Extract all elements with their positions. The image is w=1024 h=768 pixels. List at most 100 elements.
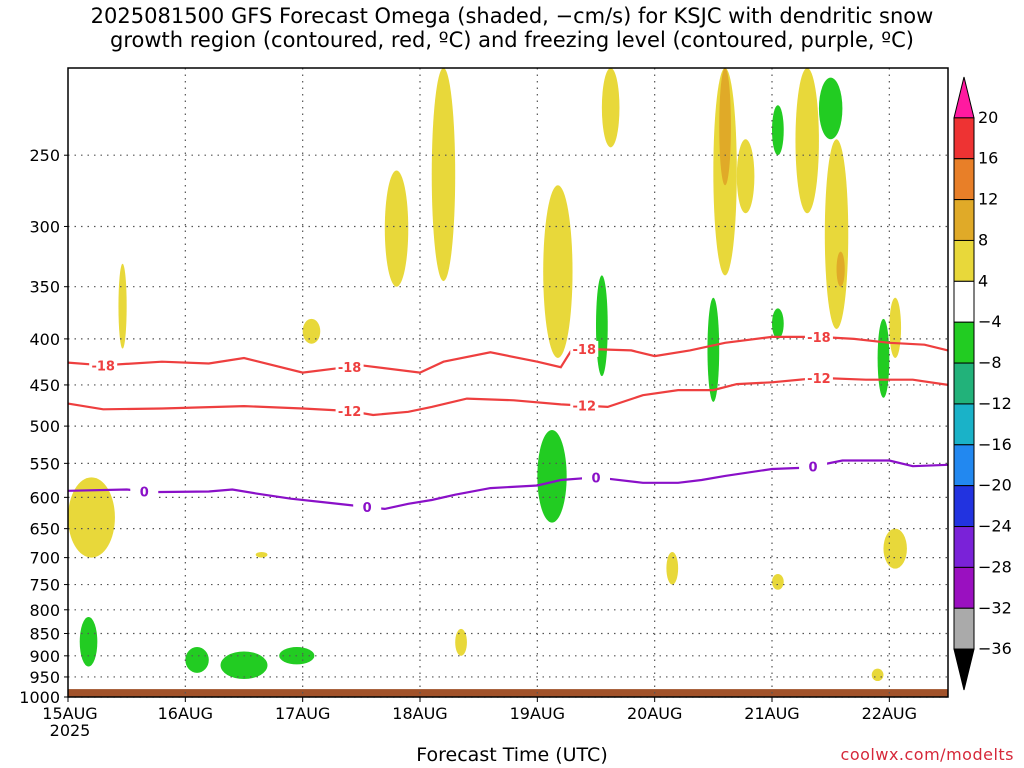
omega-patch-6: [255, 551, 268, 558]
y-tick-label-400: 400: [29, 330, 60, 349]
omega-patch-27: [889, 297, 902, 358]
x-tick-label-0: 15AUG: [42, 704, 97, 723]
y-tick-label-450: 450: [29, 376, 60, 395]
y-tick-label-950: 950: [29, 668, 60, 687]
x-tick-label-0-line2: 2025: [50, 721, 91, 740]
colorbar-segment-12: [953, 566, 975, 609]
credit-link[interactable]: coolwx.com/modelts: [840, 745, 1014, 764]
omega-patch-19: [736, 139, 755, 214]
omega-patch-23: [818, 77, 843, 140]
colorbar-segment-0: [953, 76, 975, 119]
y-tick-label-650: 650: [29, 520, 60, 539]
colorbar-segment-3: [953, 199, 975, 241]
y-tick-label-750: 750: [29, 576, 60, 595]
x-tick-label-7: 22AUG: [862, 704, 917, 723]
colorbar-label-11: −28: [978, 557, 1012, 576]
omega-patch-15: [666, 551, 679, 585]
contour-label-1-1: -12: [573, 400, 597, 415]
colorbar-label-3: 8: [978, 230, 988, 249]
contour-label-0-0: -18: [91, 359, 115, 374]
colorbar-label-2: 12: [978, 190, 998, 209]
colorbar-segment-1: [953, 117, 975, 160]
colorbar-label-5: −4: [978, 312, 1002, 331]
chart-title-line-2: growth region (contoured, red, ºC) and f…: [110, 28, 914, 52]
omega-patch-14: [596, 275, 608, 377]
contour-label-1-2: -12: [807, 372, 831, 387]
omega-patch-21: [772, 308, 784, 339]
chart-title-line-1: 2025081500 GFS Forecast Omega (shaded, −…: [90, 4, 934, 28]
omega-patch-18: [719, 68, 731, 186]
colorbar-label-7: −12: [978, 394, 1012, 413]
contour-label-bg-2-3: [799, 458, 828, 475]
x-tick-label-1: 16AUG: [158, 704, 213, 723]
contour-label-0-3: -18: [807, 331, 831, 346]
omega-patch-24: [824, 139, 849, 330]
omega-patch-8: [384, 170, 409, 287]
contour-label-2-0: 0: [140, 485, 149, 500]
x-tick-label-6: 21AUG: [744, 704, 799, 723]
y-tick-label-800: 800: [29, 601, 60, 620]
colorbar-segment-6: [953, 321, 975, 364]
contour-label-bg-2-0: [130, 483, 159, 500]
colorbar-label-8: −16: [978, 435, 1012, 454]
contour-label-bg-0-3: [804, 328, 833, 345]
omega-patch-29: [772, 574, 784, 590]
x-tick-label-3: 18AUG: [392, 704, 447, 723]
contour-label-2-3: 0: [809, 460, 818, 475]
contour-label-bg-1-1: [570, 397, 599, 414]
colorbar-label-10: −24: [978, 517, 1012, 536]
omega-patch-22: [795, 68, 819, 214]
colorbar-segment-13: [953, 607, 975, 650]
x-tick-label-2: 17AUG: [275, 704, 330, 723]
y-tick-label-850: 850: [29, 624, 60, 643]
omega-patch-30: [871, 668, 884, 682]
colorbar-segment-9: [953, 444, 975, 487]
colorbar-label-4: 4: [978, 271, 988, 290]
y-tick-label-600: 600: [29, 488, 60, 507]
omega-patch-28: [883, 528, 907, 569]
omega-patch-16: [707, 297, 720, 402]
x-tick-label-5: 20AUG: [627, 704, 682, 723]
omega-patch-12: [543, 185, 573, 358]
x-axis-label: Forecast Time (UTC): [416, 744, 608, 766]
plot-frame: [67, 67, 949, 698]
y-tick-label-700: 700: [29, 549, 60, 568]
contour-label-bg-0-2: [570, 340, 599, 357]
contour-label-0-2: -18: [573, 343, 597, 358]
y-tick-label-300: 300: [29, 217, 60, 236]
omega-patch-2: [79, 617, 98, 667]
contour-label-bg-2-1: [353, 499, 382, 516]
contour-line-2: [67, 459, 949, 511]
colorbar-label-0: 20: [978, 108, 998, 127]
contour-label-bg-2-2: [582, 469, 610, 486]
omega-patch-1: [118, 263, 127, 349]
ground-band: [68, 689, 948, 697]
y-tick-label-250: 250: [29, 146, 60, 165]
omega-patch-25: [836, 251, 845, 287]
y-tick-label-350: 350: [29, 278, 60, 297]
x-tick-label-4: 19AUG: [510, 704, 565, 723]
contour-label-bg-0-1: [335, 358, 364, 375]
omega-patch-11: [537, 429, 567, 523]
omega-patch-4: [220, 651, 268, 680]
colorbar-label-13: −36: [978, 639, 1012, 658]
omega-patch-9: [431, 67, 456, 282]
omega-patch-10: [455, 628, 467, 656]
colorbar-segment-7: [953, 362, 975, 405]
contour-line-1: [67, 376, 949, 417]
chart-title: 2025081500 GFS Forecast Omega (shaded, −…: [0, 4, 1024, 52]
colorbar-label-12: −32: [978, 598, 1012, 617]
omega-patch-7: [302, 318, 321, 344]
colorbar-segment-4: [953, 239, 975, 282]
omega-patch-0: [68, 477, 115, 558]
colorbar-segment-5: [953, 280, 975, 323]
omega-patch-26: [877, 318, 890, 398]
colorbar-segment-2: [953, 158, 975, 201]
colorbar-label-9: −20: [978, 476, 1012, 495]
contour-label-2-2: 0: [591, 471, 600, 486]
contour-label-1-0: -12: [338, 405, 362, 420]
colorbar-segment-14: [953, 648, 975, 691]
omega-patch-13: [601, 68, 620, 148]
y-tick-label-500: 500: [29, 417, 60, 436]
